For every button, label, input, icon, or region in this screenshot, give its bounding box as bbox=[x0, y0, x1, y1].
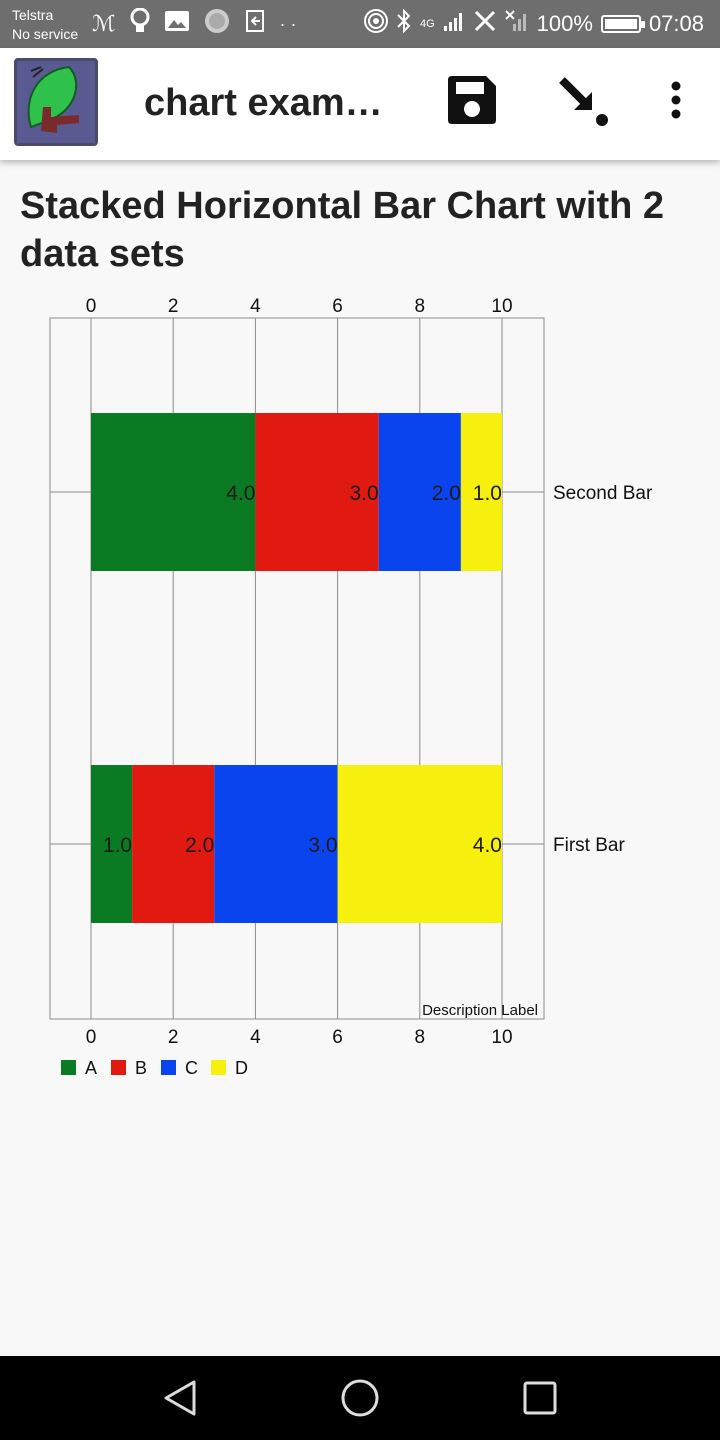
more-options-button[interactable] bbox=[646, 70, 706, 130]
category-label: First Bar bbox=[553, 835, 625, 856]
x-tick-label-top: 10 bbox=[491, 296, 512, 317]
battery-percent: 100% bbox=[536, 11, 593, 36]
bar-segment-first-bar-d bbox=[337, 765, 502, 923]
value-label: 2.0 bbox=[185, 834, 214, 857]
app-logo-icon[interactable] bbox=[14, 58, 98, 146]
home-button[interactable] bbox=[338, 1376, 382, 1420]
app-bar: chart exam… bbox=[0, 48, 720, 160]
bluetooth-icon bbox=[396, 8, 412, 40]
home-circle-icon bbox=[341, 1379, 379, 1417]
recents-button[interactable] bbox=[518, 1376, 562, 1420]
recents-square-icon bbox=[523, 1381, 557, 1415]
system-icons: 4G 100% 07:08 bbox=[363, 8, 704, 40]
back-button[interactable] bbox=[158, 1376, 202, 1420]
save-icon bbox=[448, 76, 496, 124]
no-data-icon bbox=[473, 9, 497, 39]
signal-icon bbox=[443, 10, 465, 38]
clock: 07:08 bbox=[648, 11, 704, 36]
x-tick-label-bottom: 4 bbox=[250, 1027, 261, 1048]
download-button[interactable] bbox=[552, 70, 612, 130]
x-tick-label-top: 4 bbox=[250, 296, 261, 317]
bar-segment-first-bar-a bbox=[91, 765, 133, 923]
legend-swatch-c bbox=[161, 1060, 176, 1075]
app-notification-icon: ℳ bbox=[92, 11, 116, 37]
more-vert-icon bbox=[671, 81, 681, 119]
exit-icon bbox=[244, 9, 266, 39]
category-label: Second Bar bbox=[553, 483, 653, 504]
signal-no-service-icon bbox=[504, 10, 529, 38]
network-type-label: 4G bbox=[419, 18, 435, 30]
bar-segment-second-bar-c bbox=[378, 413, 461, 571]
circle-status-icon bbox=[204, 8, 230, 40]
page-heading: Stacked Horizontal Bar Chart with 2 data… bbox=[20, 185, 665, 275]
bar-segment-second-bar-b bbox=[255, 413, 379, 571]
stacked-horizontal-bar-chart: 1.0 2.0 3.0 4.0 4.0 3.0 2.0 1.0 First Bar Second … bbox=[49, 296, 653, 1078]
plot-frame bbox=[49, 317, 545, 1020]
legend-swatch-b bbox=[111, 1060, 126, 1075]
back-triangle-icon bbox=[164, 1380, 196, 1416]
legend-label-b: B bbox=[135, 1058, 147, 1078]
legend-label-d: D bbox=[235, 1058, 248, 1078]
carrier-name: Telstra bbox=[12, 7, 54, 23]
value-label: 3.0 bbox=[308, 834, 337, 857]
x-tick-label-top: 8 bbox=[415, 296, 426, 317]
value-label: 1.0 bbox=[473, 482, 502, 505]
legend-label-c: C bbox=[185, 1058, 198, 1078]
x-tick-label-top: 6 bbox=[332, 296, 343, 317]
navigation-bar bbox=[0, 1356, 720, 1440]
x-tick-label-top: 2 bbox=[168, 296, 179, 317]
lightbulb-icon bbox=[130, 7, 150, 40]
bar-segment-first-bar-c bbox=[214, 765, 338, 923]
x-tick-label-bottom: 2 bbox=[168, 1027, 179, 1048]
legend-swatch-a bbox=[61, 1060, 76, 1075]
value-label: 4.0 bbox=[226, 482, 255, 505]
bar-segment-first-bar-b bbox=[132, 765, 215, 923]
x-tick-label-bottom: 8 bbox=[415, 1027, 426, 1048]
app-title: chart exam… bbox=[144, 82, 383, 124]
notification-icons: ℳ · · bbox=[92, 7, 297, 40]
bar-segment-second-bar-d bbox=[460, 413, 502, 571]
dots-icon: · · bbox=[279, 13, 297, 34]
value-label: 2.0 bbox=[432, 482, 461, 505]
value-label: 4.0 bbox=[473, 834, 502, 857]
value-label: 3.0 bbox=[349, 482, 378, 505]
bar-segment-second-bar-a bbox=[91, 413, 256, 571]
value-label: 1.0 bbox=[103, 834, 132, 857]
status-bar: Telstra No service ℳ · · 4G bbox=[0, 0, 720, 48]
description-label: Description Label bbox=[422, 1002, 538, 1019]
legend-swatch-d bbox=[211, 1060, 226, 1075]
download-arrow-icon bbox=[559, 77, 608, 126]
battery-icon bbox=[600, 15, 645, 33]
image-icon bbox=[164, 10, 190, 38]
save-button[interactable] bbox=[442, 70, 502, 130]
carrier-status: No service bbox=[12, 26, 79, 42]
x-tick-label-bottom: 6 bbox=[332, 1027, 343, 1048]
carrier-info: Telstra No service bbox=[12, 6, 78, 44]
x-tick-label-top: 0 bbox=[86, 296, 97, 317]
legend-label-a: A bbox=[85, 1058, 97, 1078]
x-tick-label-bottom: 0 bbox=[86, 1027, 97, 1048]
x-tick-label-bottom: 10 bbox=[491, 1027, 512, 1048]
hotspot-icon bbox=[363, 9, 388, 39]
